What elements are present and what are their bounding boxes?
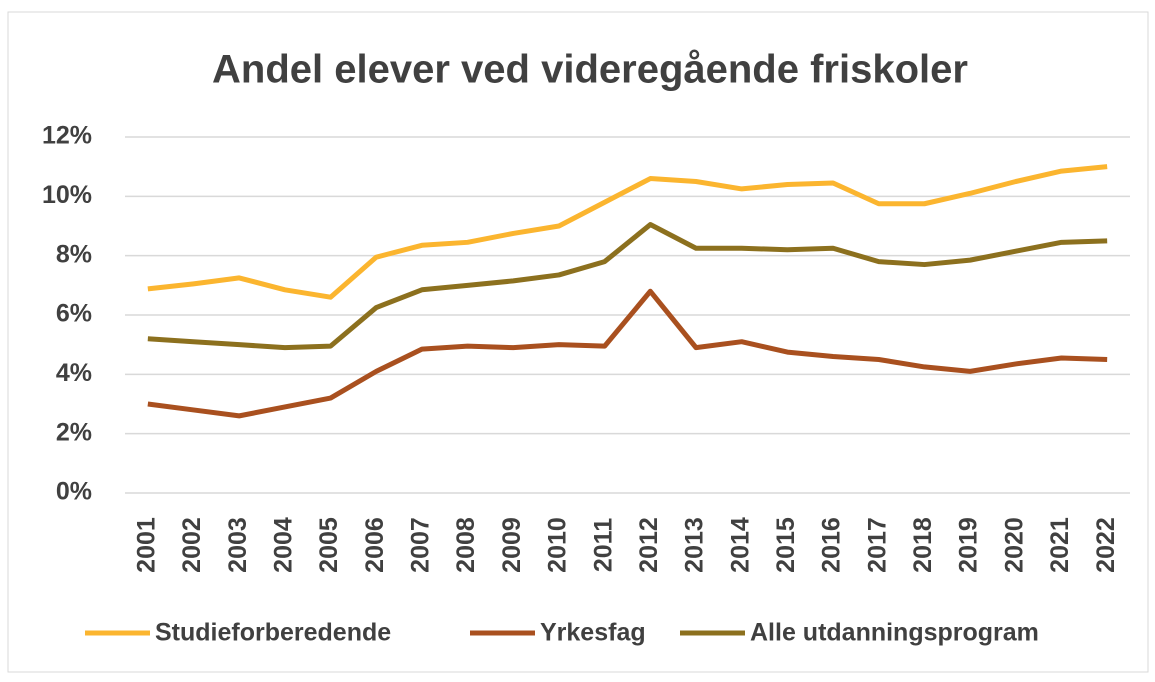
y-tick-label: 4% bbox=[56, 359, 92, 387]
x-tick-label: 2010 bbox=[544, 517, 572, 573]
y-tick-label: 8% bbox=[56, 240, 92, 268]
x-tick-label: 2017 bbox=[863, 517, 891, 573]
y-tick-label: 2% bbox=[56, 418, 92, 446]
x-tick-label: 2009 bbox=[498, 517, 526, 573]
legend-label: Studieforberedende bbox=[155, 619, 391, 647]
series-line bbox=[147, 222, 1108, 351]
x-tick-label: 2013 bbox=[681, 517, 709, 573]
x-tick-label: 2004 bbox=[269, 517, 297, 573]
legend-label: Alle utdanningsprogram bbox=[750, 619, 1039, 647]
x-tick-label: 2006 bbox=[361, 517, 389, 573]
x-tick-label: 2022 bbox=[1092, 517, 1120, 573]
x-tick-label: 2005 bbox=[315, 517, 343, 573]
x-tick-label: 2003 bbox=[224, 517, 252, 573]
x-tick-label: 2015 bbox=[772, 517, 800, 573]
x-tick-label: 2007 bbox=[407, 517, 435, 573]
x-tick-label: 2008 bbox=[452, 517, 480, 573]
x-tick-label: 2018 bbox=[909, 517, 937, 573]
x-tick-label: 2012 bbox=[635, 517, 663, 573]
series-line bbox=[147, 164, 1108, 300]
x-tick-label: 2020 bbox=[1000, 517, 1028, 573]
x-tick-label: 2014 bbox=[726, 517, 754, 573]
x-tick-label: 2021 bbox=[1046, 517, 1074, 573]
x-tick-label: 2011 bbox=[589, 518, 617, 572]
x-tick-label: 2002 bbox=[178, 517, 206, 573]
series-line bbox=[147, 288, 1108, 419]
x-tick-label: 2001 bbox=[132, 517, 160, 573]
x-tick-label: 2016 bbox=[818, 517, 846, 573]
y-tick-label: 0% bbox=[56, 478, 92, 506]
y-tick-label: 10% bbox=[42, 181, 92, 209]
y-tick-label: 6% bbox=[56, 300, 92, 328]
y-tick-label: 12% bbox=[42, 122, 92, 150]
legend-label: Yrkesfag bbox=[540, 619, 646, 647]
x-tick-label: 2019 bbox=[955, 517, 983, 573]
chart-title: Andel elever ved videregående friskoler bbox=[212, 48, 968, 92]
